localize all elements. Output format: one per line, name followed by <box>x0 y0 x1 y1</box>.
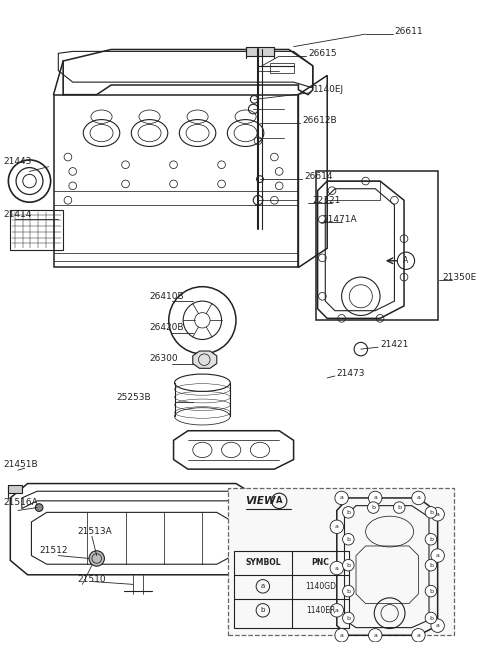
Text: b: b <box>261 607 265 613</box>
Text: a: a <box>340 633 344 638</box>
Text: 26612B: 26612B <box>302 116 337 125</box>
Text: 21414: 21414 <box>3 210 32 219</box>
Text: a: a <box>335 608 339 613</box>
Text: a: a <box>373 495 377 500</box>
Text: SYMBOL: SYMBOL <box>245 558 281 567</box>
Circle shape <box>343 533 354 545</box>
Text: 21513A: 21513A <box>78 527 112 536</box>
Circle shape <box>35 504 43 512</box>
Text: 26615: 26615 <box>308 49 336 58</box>
Text: 21451B: 21451B <box>3 460 38 469</box>
Text: 1140EJ: 1140EJ <box>313 85 344 94</box>
Text: A: A <box>276 496 282 506</box>
Text: b: b <box>347 510 350 515</box>
Text: 22121: 22121 <box>313 196 341 205</box>
Text: b: b <box>347 589 350 593</box>
Text: a: a <box>436 512 440 517</box>
Circle shape <box>369 629 382 642</box>
Text: b: b <box>429 510 433 515</box>
Circle shape <box>330 520 344 533</box>
Text: 25253B: 25253B <box>116 392 151 402</box>
Bar <box>228 489 454 635</box>
Circle shape <box>425 612 437 624</box>
Text: a: a <box>340 495 344 500</box>
Circle shape <box>394 502 405 514</box>
Text: 21421: 21421 <box>380 340 408 349</box>
Text: 21443: 21443 <box>3 157 32 166</box>
Text: 21510: 21510 <box>78 575 106 584</box>
Text: 21512: 21512 <box>39 546 68 555</box>
Circle shape <box>330 561 344 575</box>
Text: 26300: 26300 <box>150 354 178 364</box>
Text: 21350E: 21350E <box>443 272 477 282</box>
Text: b: b <box>347 536 350 542</box>
Circle shape <box>412 629 425 642</box>
Text: A: A <box>403 256 408 265</box>
Polygon shape <box>8 485 22 493</box>
Circle shape <box>89 551 105 566</box>
Circle shape <box>425 533 437 545</box>
Text: 26410B: 26410B <box>150 291 184 301</box>
Text: b: b <box>347 616 350 620</box>
Text: a: a <box>436 553 440 558</box>
Text: a: a <box>417 633 420 638</box>
Circle shape <box>335 491 348 505</box>
Circle shape <box>368 502 379 514</box>
Text: 26614: 26614 <box>304 172 333 181</box>
Circle shape <box>431 549 444 562</box>
Circle shape <box>431 619 444 633</box>
Text: b: b <box>429 589 433 593</box>
Text: 1140GD: 1140GD <box>305 582 336 591</box>
Text: b: b <box>372 505 375 510</box>
Text: 21473: 21473 <box>337 369 365 378</box>
Text: b: b <box>347 563 350 568</box>
Circle shape <box>343 506 354 518</box>
Circle shape <box>369 491 382 505</box>
Text: 1140ER: 1140ER <box>306 606 335 615</box>
Text: a: a <box>373 633 377 638</box>
Text: a: a <box>436 623 440 628</box>
Circle shape <box>425 586 437 597</box>
Text: 26611: 26611 <box>395 27 423 36</box>
Text: 21516A: 21516A <box>3 498 38 507</box>
Polygon shape <box>193 351 217 368</box>
Bar <box>234 551 349 627</box>
Circle shape <box>431 508 444 521</box>
Circle shape <box>412 491 425 505</box>
Circle shape <box>343 559 354 571</box>
Text: 26420B: 26420B <box>150 324 184 333</box>
Text: a: a <box>335 524 339 529</box>
Text: b: b <box>429 616 433 620</box>
Circle shape <box>335 629 348 642</box>
Text: b: b <box>429 536 433 542</box>
Text: b: b <box>429 563 433 568</box>
Circle shape <box>425 559 437 571</box>
Circle shape <box>330 604 344 617</box>
Text: a: a <box>261 584 265 590</box>
Text: a: a <box>335 565 339 571</box>
Polygon shape <box>246 47 275 56</box>
Circle shape <box>343 586 354 597</box>
Bar <box>10 210 63 250</box>
Circle shape <box>425 506 437 518</box>
Text: 21471A: 21471A <box>323 215 357 224</box>
Text: a: a <box>417 495 420 500</box>
Text: PNC: PNC <box>312 558 329 567</box>
Text: b: b <box>397 505 401 510</box>
Circle shape <box>343 612 354 624</box>
Text: VIEW: VIEW <box>246 496 276 506</box>
